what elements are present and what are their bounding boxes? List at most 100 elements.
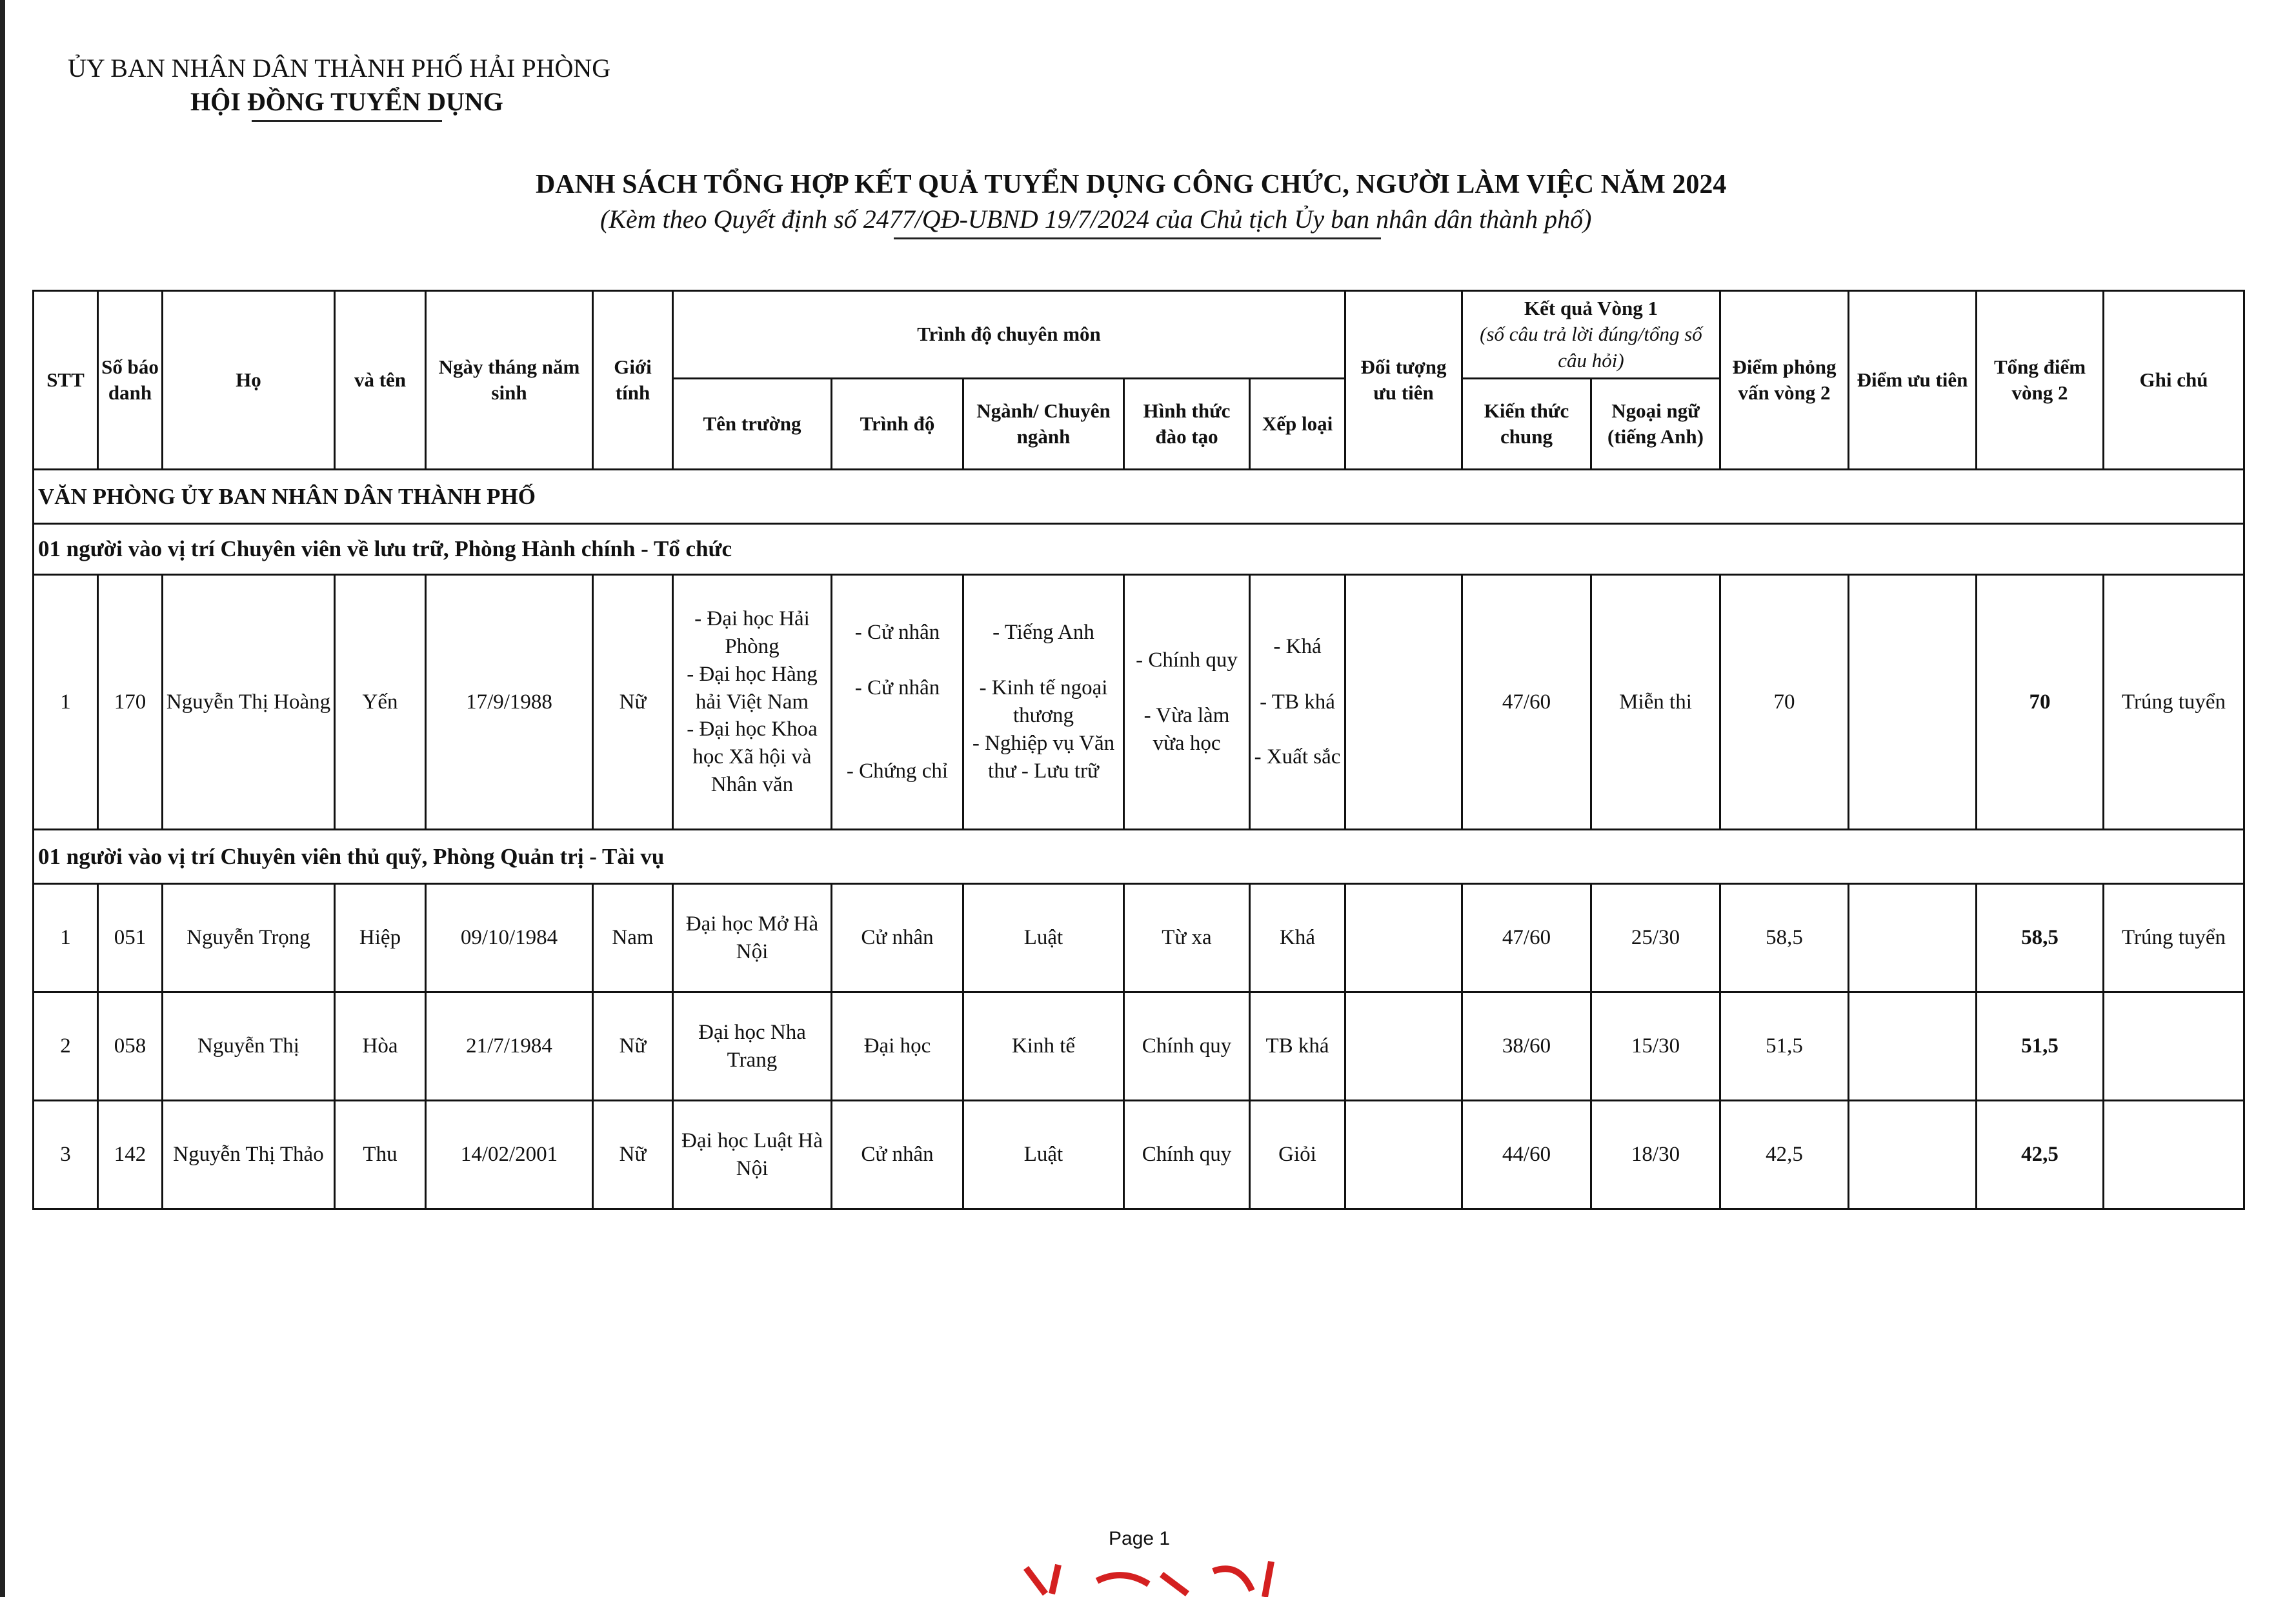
cell-gender: Nam: [592, 883, 674, 993]
cell-total: 70: [1975, 574, 2104, 830]
cell-mode: - Chính quy - Vừa làm vừa học: [1123, 574, 1251, 830]
col-qualification: Trình độ chuyên môn: [672, 290, 1346, 379]
col-stt: STT: [32, 290, 99, 470]
col-foreign: Ngoại ngữ (tiếng Anh): [1590, 377, 1721, 470]
cell-interview: 51,5: [1719, 991, 1849, 1101]
col-general: Kiến thức chung: [1461, 377, 1592, 470]
col-level: Trình độ: [831, 377, 964, 470]
cell-ho: Nguyễn Thị: [161, 991, 336, 1101]
cell-major: Luật: [962, 883, 1125, 993]
cell-ten: Thu: [334, 1100, 427, 1210]
results-table: STT Số báo danh Họ và tên Ngày tháng năm…: [32, 290, 2245, 1210]
round1-note: (số câu trả lời đúng/tổng số câu hỏi): [1480, 323, 1702, 372]
cell-interview: 42,5: [1719, 1100, 1849, 1210]
col-gender: Giới tính: [592, 290, 674, 470]
cell-ho: Nguyễn Thị Hoàng: [161, 574, 336, 830]
cell-total: 42,5: [1975, 1100, 2104, 1210]
cell-grade: - Khá - TB khá - Xuất sắc: [1249, 574, 1346, 830]
cell-general: 47/60: [1461, 574, 1592, 830]
col-sbd: Số báo danh: [97, 290, 163, 470]
cell-sbd: 170: [97, 574, 163, 830]
divider: [252, 120, 442, 122]
cell-stt: 2: [32, 991, 99, 1101]
col-priority-points: Điểm ưu tiên: [1848, 290, 1977, 470]
col-major: Ngành/ Chuyên ngành: [962, 377, 1125, 470]
cell-level: Cử nhân: [831, 883, 964, 993]
cell-sbd: 051: [97, 883, 163, 993]
divider: [894, 237, 1381, 239]
col-dob: Ngày tháng năm sinh: [425, 290, 594, 470]
cell-mode: Chính quy: [1123, 1100, 1251, 1210]
cell-ten: Yến: [334, 574, 427, 830]
cell-school: Đại học Nha Trang: [672, 991, 832, 1101]
col-priority-group: Đối tượng ưu tiên: [1344, 290, 1463, 470]
table-row: 3 142 Nguyễn Thị Thảo Thu 14/02/2001 Nữ Đại họ…: [32, 1100, 2245, 1210]
cell-grade: Giỏi: [1249, 1100, 1346, 1210]
cell-mode: Từ xa: [1123, 883, 1251, 993]
col-total: Tổng điểm vòng 2: [1975, 290, 2104, 470]
cell-major: Luật: [962, 1100, 1125, 1210]
col-school: Tên trường: [672, 377, 832, 470]
col-round1: Kết quả Vòng 1 (số câu trả lời đúng/tổng …: [1461, 290, 1721, 379]
cell-dob: 09/10/1984: [425, 883, 594, 993]
cell-sbd: 142: [97, 1100, 163, 1210]
cell-stt: 1: [32, 574, 99, 830]
table-row: 1 051 Nguyễn Trọng Hiệp 09/10/1984 Nam Đại học…: [32, 883, 2245, 993]
cell-sbd: 058: [97, 991, 163, 1101]
cell-priority-points: [1848, 991, 1977, 1101]
cell-grade: Khá: [1249, 883, 1346, 993]
cell-stt: 3: [32, 1100, 99, 1210]
cell-note: [2102, 991, 2245, 1101]
cell-dob: 14/02/2001: [425, 1100, 594, 1210]
cell-mode: Chính quy: [1123, 991, 1251, 1101]
cell-ho: Nguyễn Trọng: [161, 883, 336, 993]
scan-edge: [0, 0, 5, 1597]
cell-grade: TB khá: [1249, 991, 1346, 1101]
cell-priority-points: [1848, 574, 1977, 830]
cell-dob: 17/9/1988: [425, 574, 594, 830]
cell-gender: Nữ: [592, 991, 674, 1101]
cell-level: - Cử nhân - Cử nhân - Chứng chỉ: [831, 574, 964, 830]
cell-priority-group: [1344, 574, 1463, 830]
cell-gender: Nữ: [592, 1100, 674, 1210]
cell-general: 44/60: [1461, 1100, 1592, 1210]
red-stamp-fragment: [1023, 1561, 1274, 1597]
cell-priority-group: [1344, 883, 1463, 993]
cell-stt: 1: [32, 883, 99, 993]
cell-major: - Tiếng Anh - Kinh tế ngoại thương - Ngh…: [962, 574, 1125, 830]
table-row: 1 170 Nguyễn Thị Hoàng Yến 17/9/1988 Nữ - Đại …: [32, 574, 2245, 830]
cell-foreign: Miễn thi: [1590, 574, 1721, 830]
document-subtitle: (Kèm theo Quyết định số 2477/QĐ-UBND 19/…: [600, 205, 1592, 234]
cell-school: Đại học Mở Hà Nội: [672, 883, 832, 993]
cell-priority-points: [1848, 1100, 1977, 1210]
cell-level: Đại học: [831, 991, 964, 1101]
cell-priority-points: [1848, 883, 1977, 993]
table-row: 2 058 Nguyễn Thị Hòa 21/7/1984 Nữ Đại học Nha …: [32, 991, 2245, 1101]
cell-note: Trúng tuyển: [2102, 883, 2245, 993]
cell-school: - Đại học Hải Phòng - Đại học Hàng hải V…: [672, 574, 832, 830]
cell-priority-group: [1344, 991, 1463, 1101]
cell-priority-group: [1344, 1100, 1463, 1210]
cell-interview: 58,5: [1719, 883, 1849, 993]
col-grade: Xếp loại: [1249, 377, 1346, 470]
cell-general: 38/60: [1461, 991, 1592, 1101]
position-title: 01 người vào vị trí Chuyên viên thủ quỹ,…: [32, 829, 2245, 885]
cell-gender: Nữ: [592, 574, 674, 830]
position-title: 01 người vào vị trí Chuyên viên về lưu t…: [32, 523, 2245, 576]
cell-note: [2102, 1100, 2245, 1210]
cell-ho: Nguyễn Thị Thảo: [161, 1100, 336, 1210]
cell-note: Trúng tuyển: [2102, 574, 2245, 830]
cell-general: 47/60: [1461, 883, 1592, 993]
section-title: VĂN PHÒNG ỦY BAN NHÂN DÂN THÀNH PHỐ: [32, 468, 2245, 525]
col-ho: Họ: [161, 290, 336, 470]
cell-foreign: 15/30: [1590, 991, 1721, 1101]
cell-ten: Hiệp: [334, 883, 427, 993]
page-number: Page 1: [1109, 1528, 1171, 1549]
cell-total: 51,5: [1975, 991, 2104, 1101]
col-note: Ghi chú: [2102, 290, 2245, 470]
cell-school: Đại học Luật Hà Nội: [672, 1100, 832, 1210]
council-name: HỘI ĐỒNG TUYỂN DỤNG: [190, 87, 503, 116]
col-interview: Điểm phỏng vấn vòng 2: [1719, 290, 1849, 470]
cell-ten: Hòa: [334, 991, 427, 1101]
